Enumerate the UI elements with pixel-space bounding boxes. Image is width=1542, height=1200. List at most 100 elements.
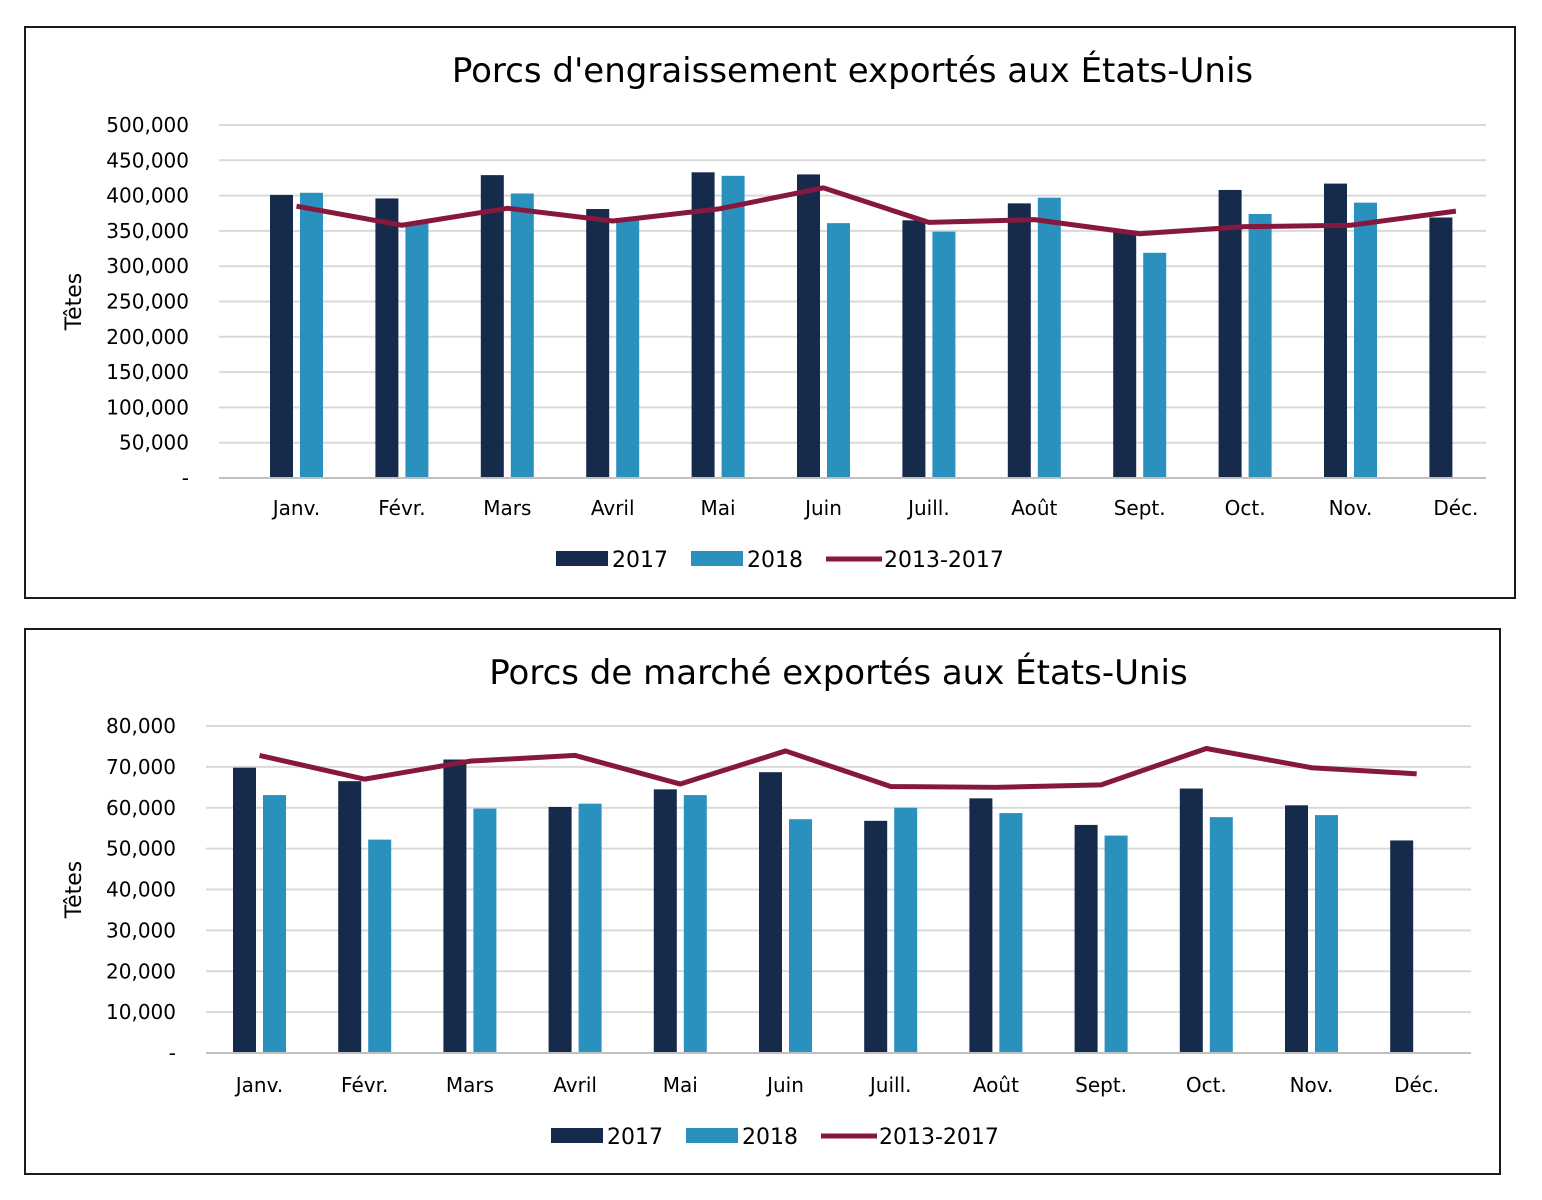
bar-2018-Avril — [578, 803, 602, 1053]
x-tick-label: Sept. — [1114, 496, 1166, 520]
bar-2017-Déc. — [1390, 840, 1414, 1053]
chart-panel-engraissement: Porcs d'engraissement exportés aux États… — [24, 26, 1516, 599]
y-tick-label: 80,000 — [106, 714, 176, 738]
legend-label-2017: 2017 — [612, 548, 668, 573]
chart-marche: Porcs de marché exportés aux États-Unis T… — [62, 652, 1471, 1150]
legend-swatch-2017 — [551, 1128, 603, 1143]
line-series-2013-2017 — [258, 745, 1417, 790]
x-tick-label: Sept. — [1075, 1073, 1127, 1097]
y-tick-label: 200,000 — [106, 325, 189, 349]
y-tick-label: - — [169, 1041, 176, 1065]
bar-2017-Nov. — [1324, 183, 1347, 478]
bar-2018-Avril — [616, 220, 640, 478]
bar-2017-Févr. — [338, 781, 362, 1053]
bar-2018-Mars — [510, 193, 534, 478]
legend-label-2018: 2018 — [747, 548, 803, 573]
bar-2017-Juill. — [902, 220, 926, 478]
bar-2018-Oct. — [1209, 817, 1233, 1053]
y-tick-label: 20,000 — [106, 959, 176, 983]
y-tick-label: 30,000 — [106, 918, 176, 942]
chart-title: Porcs de marché exportés aux États-Unis — [489, 652, 1187, 693]
x-tick-label: Août — [973, 1073, 1019, 1097]
bar-2017-Oct. — [1218, 189, 1242, 478]
y-tick-label: 350,000 — [106, 219, 189, 243]
y-tick-label: 300,000 — [106, 254, 189, 278]
x-tick-label: Août — [1011, 496, 1057, 520]
x-tick-label: Avril — [553, 1073, 597, 1097]
legend-label-2018: 2018 — [742, 1125, 798, 1150]
bar-2018-Sept. — [1143, 252, 1167, 478]
x-tick-label: Mars — [483, 496, 531, 520]
x-tick-label: Avril — [591, 496, 635, 520]
bar-2018-Sept. — [1104, 835, 1128, 1053]
x-tick-label: Févr. — [378, 496, 425, 520]
bar-2017-Janv. — [270, 194, 293, 479]
x-tick-label: Mai — [701, 496, 736, 520]
y-tick-label: 150,000 — [106, 360, 189, 384]
y-axis-label: Têtes — [62, 273, 87, 332]
bar-2018-Juin — [827, 223, 850, 478]
bar-2017-Mars — [480, 175, 504, 478]
legend-swatch-2018 — [691, 551, 743, 566]
bar-2018-Juill. — [932, 231, 956, 478]
x-tick-label: Juin — [803, 496, 842, 520]
bar-2017-Mai — [691, 172, 715, 478]
x-tick-label: Févr. — [341, 1073, 388, 1097]
bar-2017-Juill. — [864, 820, 888, 1053]
y-tick-label: 60,000 — [106, 796, 176, 820]
x-tick-label: Nov. — [1329, 496, 1373, 520]
bar-2017-Mai — [653, 789, 677, 1053]
x-tick-label: Nov. — [1290, 1073, 1334, 1097]
bar-2018-Mai — [683, 795, 707, 1053]
chart-panel-marche: Porcs de marché exportés aux États-Unis T… — [24, 628, 1501, 1175]
x-tick-label: Juill. — [868, 1073, 912, 1097]
bar-2018-Janv. — [263, 795, 286, 1053]
y-tick-label: 100,000 — [106, 395, 189, 419]
legend-label-2013-2017: 2013-2017 — [879, 1125, 999, 1150]
chart-engraissement: Porcs d'engraissement exportés aux États… — [62, 50, 1486, 573]
line-series-2013-2017 — [296, 185, 1457, 237]
bar-2017-Févr. — [375, 198, 399, 478]
bar-2018-Juin — [789, 819, 812, 1053]
chart-title: Porcs d'engraissement exportés aux États… — [452, 50, 1253, 91]
legend-swatch-2017 — [556, 551, 608, 566]
bar-2018-Févr. — [405, 223, 429, 478]
bar-2017-Oct. — [1179, 788, 1203, 1053]
y-tick-label: 70,000 — [106, 755, 176, 779]
bar-2017-Juin — [797, 174, 820, 479]
y-tick-label: 500,000 — [106, 113, 189, 137]
bar-2018-Juill. — [894, 807, 918, 1053]
bar-2018-Nov. — [1354, 202, 1377, 478]
y-tick-label: - — [182, 466, 189, 490]
x-tick-label: Janv. — [234, 1073, 283, 1097]
bar-2018-Oct. — [1248, 213, 1272, 478]
bar-2018-Janv. — [300, 192, 323, 478]
y-tick-label: 50,000 — [106, 837, 176, 861]
bar-2018-Mars — [473, 808, 497, 1053]
bar-2017-Avril — [586, 209, 610, 478]
bar-2018-Août — [1037, 197, 1061, 478]
y-tick-label: 10,000 — [106, 1000, 176, 1024]
x-tick-label: Mars — [446, 1073, 494, 1097]
bar-2018-Août — [999, 813, 1023, 1053]
x-tick-label: Oct. — [1225, 496, 1266, 520]
x-tick-label: Mai — [663, 1073, 698, 1097]
bar-2017-Juin — [759, 772, 782, 1053]
bar-2017-Avril — [548, 806, 572, 1053]
bar-2018-Févr. — [368, 839, 392, 1053]
bar-2017-Août — [1007, 203, 1031, 478]
bar-2017-Janv. — [233, 767, 256, 1053]
x-tick-label: Déc. — [1394, 1073, 1439, 1097]
legend-swatch-2018 — [686, 1128, 738, 1143]
bar-2017-Mars — [443, 759, 467, 1053]
x-tick-label: Oct. — [1186, 1073, 1227, 1097]
bar-2017-Août — [969, 798, 993, 1053]
legend-label-2017: 2017 — [607, 1125, 663, 1150]
bar-2017-Sept. — [1113, 232, 1137, 478]
x-tick-label: Déc. — [1433, 496, 1478, 520]
y-axis-label: Têtes — [62, 861, 87, 920]
y-tick-label: 250,000 — [106, 290, 189, 314]
y-tick-label: 450,000 — [106, 148, 189, 172]
x-tick-label: Janv. — [271, 496, 320, 520]
bar-2017-Nov. — [1285, 805, 1308, 1053]
